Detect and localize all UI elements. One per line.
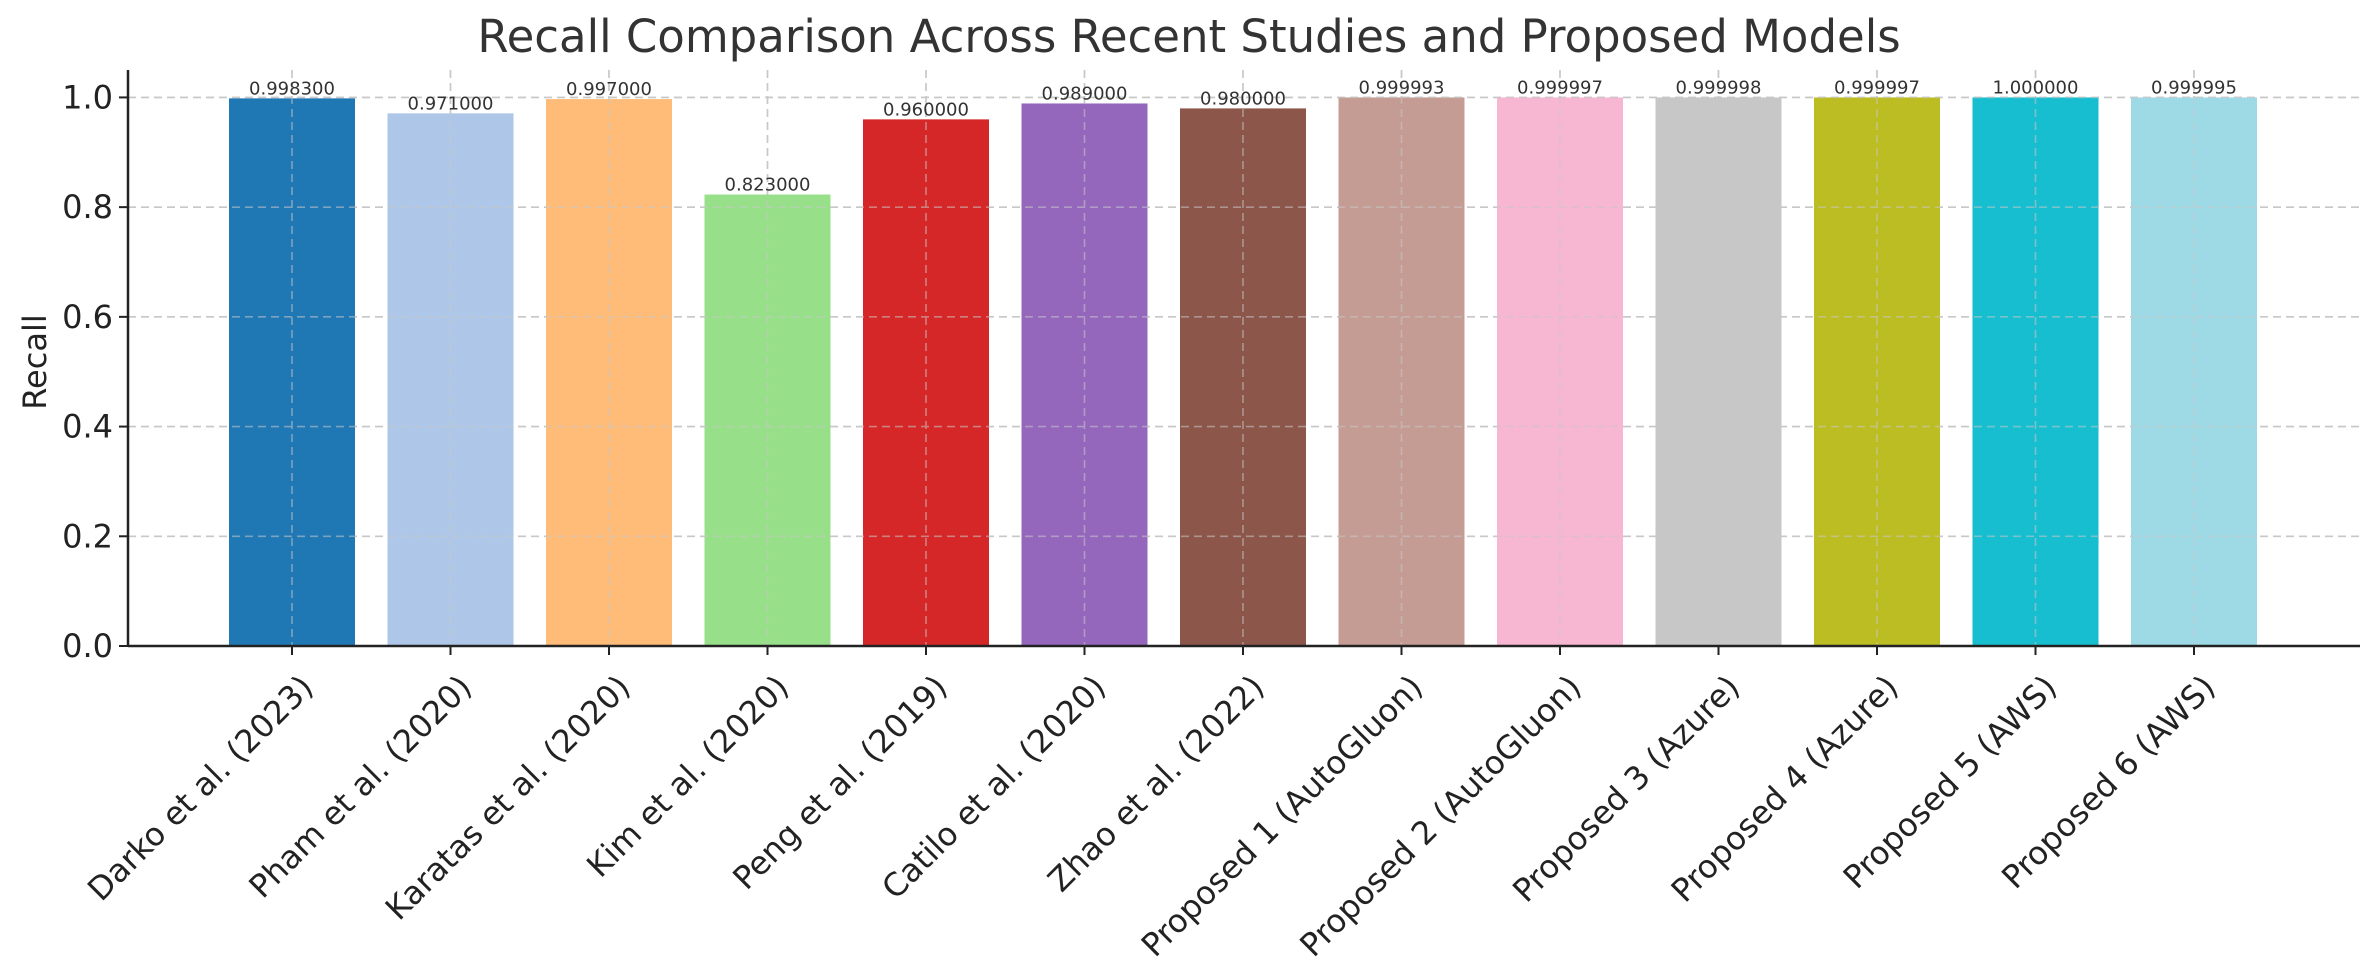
chart-title: Recall Comparison Across Recent Studies … [477,10,1900,63]
x-tick-label: Proposed 2 (AutoGluon) [1292,668,1588,964]
y-tick-label: 0.8 [62,188,113,226]
y-tick-label: 0.2 [62,517,113,555]
y-tick-label: 0.0 [62,627,113,665]
bar-data-label: 0.998300 [249,78,335,99]
x-tick-label: Proposed 1 (AutoGluon) [1134,668,1430,964]
bar-data-label: 0.999997 [1517,77,1603,98]
x-ticks-layer: Darko et al. (2023)Pham et al. (2020)Kar… [80,646,2223,964]
y-tick-label: 0.6 [62,298,113,336]
bar-data-label: 0.980000 [1200,88,1286,109]
y-ticks-layer: 0.0 0.2 0.4 0.6 0.8 1.0 [62,78,128,665]
data-labels-layer: 0.998300 0.971000 0.997000 0.823000 0.960000… [249,77,2237,195]
bar-data-label: 0.999997 [1834,77,1920,98]
bar-data-label: 0.989000 [1042,83,1128,104]
bars-layer [128,70,2360,647]
bar-data-label: 0.960000 [883,99,969,120]
bar-data-label: 1.000000 [1993,77,2079,98]
bar-data-label: 0.823000 [725,175,811,196]
bar-data-label: 0.999993 [1359,77,1445,98]
y-tick-label: 1.0 [62,78,113,116]
bar-data-label: 0.997000 [566,79,652,100]
bar-data-label: 0.999998 [1676,77,1762,98]
y-tick-label: 0.4 [62,408,113,446]
grid-overlay [128,70,2360,646]
bar-data-label: 0.971000 [408,93,494,114]
y-axis-label: Recall [16,314,54,409]
bar-data-label: 0.999995 [2151,77,2237,98]
